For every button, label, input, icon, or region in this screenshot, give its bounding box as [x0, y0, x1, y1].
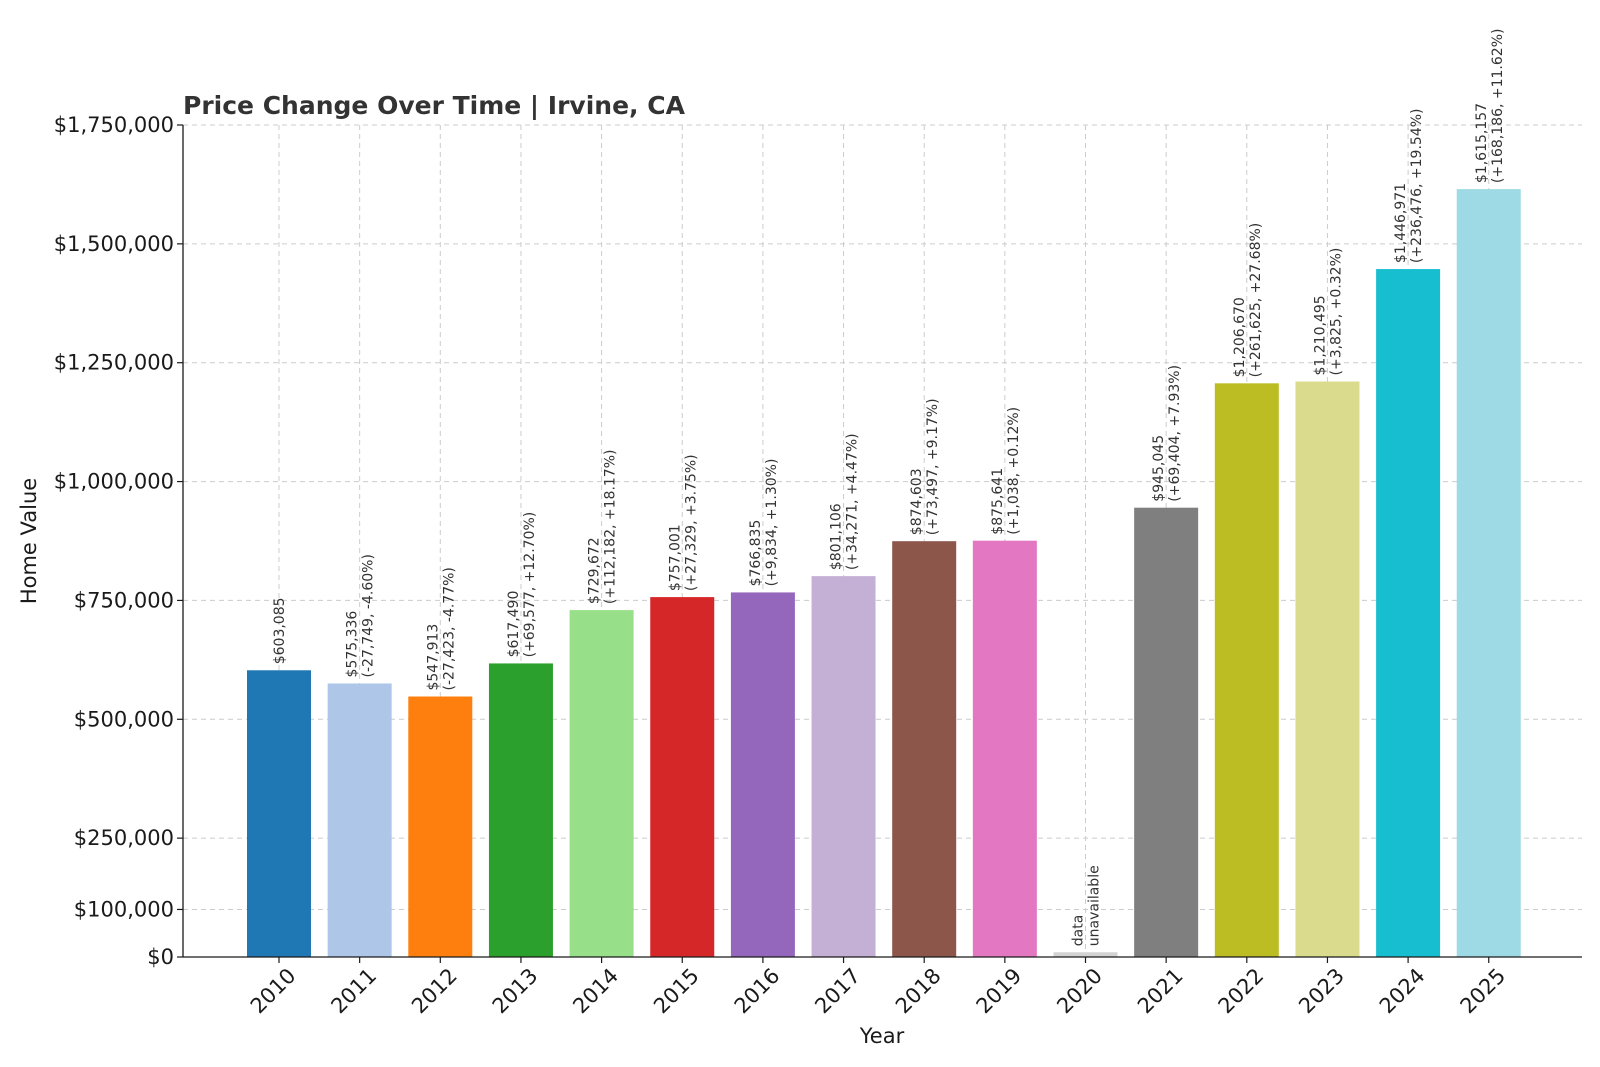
- x-tick-label: 2011: [326, 964, 381, 1019]
- y-tick-label: $1,250,000: [54, 351, 174, 375]
- bar-label-2025: (+168,186, +11.62%): [1490, 29, 1506, 184]
- y-tick-label: $250,000: [74, 826, 174, 850]
- bar-2021: [1134, 507, 1199, 957]
- bar-2014: [569, 610, 634, 957]
- bar-2020: [1053, 952, 1118, 957]
- bar-label-2019: (+1,038, +0.12%): [1006, 407, 1022, 535]
- bar-2018: [892, 541, 957, 957]
- bar-label-2020: data: [1071, 915, 1087, 947]
- bar-label-2025: $1,615,157: [1474, 103, 1490, 183]
- x-tick-label: 2010: [246, 964, 301, 1019]
- x-tick-label: 2013: [488, 964, 543, 1019]
- bar-label-2024: $1,446,971: [1393, 183, 1409, 263]
- grid-lines: [183, 124, 1582, 957]
- x-tick-label: 2019: [972, 964, 1027, 1019]
- bar-label-2013: $617,490: [506, 591, 522, 658]
- bar-2024: [1376, 269, 1441, 958]
- bar-2012: [408, 696, 473, 957]
- bar-label-2016: (+9,834, +1.30%): [764, 459, 780, 587]
- y-axis-label: Home Value: [17, 478, 41, 604]
- x-tick-label: 2024: [1375, 964, 1430, 1019]
- y-tick-label: $0: [147, 945, 174, 969]
- axes: [182, 125, 1582, 958]
- bar-label-2020: unavailable: [1087, 865, 1103, 946]
- bar-label-2017: (+34,271, +4.47%): [845, 433, 861, 570]
- bar-label-2014: (+112,182, +18.17%): [603, 450, 619, 605]
- x-tick-label: 2015: [649, 964, 704, 1019]
- x-tick-label: 2018: [891, 964, 946, 1019]
- x-tick-label: 2021: [1133, 964, 1188, 1019]
- y-tick-label: $500,000: [74, 707, 174, 731]
- bar-label-2018: $874,603: [909, 468, 925, 535]
- y-tick-label: $1,000,000: [54, 470, 174, 494]
- y-tick-label: $100,000: [74, 897, 174, 921]
- bar-label-2017: $801,106: [829, 503, 845, 570]
- bar-label-2015: $757,001: [667, 524, 683, 591]
- x-tick-label: 2017: [810, 964, 865, 1019]
- bar-label-2022: (+261,625, +27.68%): [1248, 223, 1264, 378]
- bar-label-2024: (+236,476, +19.54%): [1409, 109, 1425, 264]
- bar-value-labels: $603,085 $575,336 (-27,749, -4.60%) $547,91…: [272, 29, 1506, 947]
- bar-2016: [730, 592, 795, 957]
- bar-label-2011: (-27,749, -4.60%): [361, 554, 377, 677]
- bar-label-2018: (+73,497, +9.17%): [925, 398, 941, 535]
- bar-2017: [811, 576, 876, 957]
- bars: [247, 189, 1521, 958]
- bar-2019: [972, 540, 1037, 957]
- bar-label-2021: $945,045: [1151, 435, 1167, 502]
- x-tick-label: 2022: [1214, 964, 1269, 1019]
- bar-label-2011: $575,336: [345, 611, 361, 678]
- bar-2025: [1456, 189, 1521, 957]
- y-tick-label: $750,000: [74, 588, 174, 612]
- bar-2013: [488, 663, 553, 957]
- bar-2023: [1295, 381, 1360, 957]
- bar-label-2023: $1,210,495: [1312, 295, 1328, 375]
- bar-label-2022: $1,206,670: [1232, 297, 1248, 377]
- chart-title: Price Change Over Time | Irvine, CA: [183, 91, 686, 120]
- x-tick-label: 2025: [1456, 964, 1511, 1019]
- bar-label-2015: (+27,329, +3.75%): [683, 454, 699, 591]
- bar-2010: [247, 670, 311, 957]
- bar-label-2012: (-27,423, -4.77%): [441, 567, 457, 690]
- bar-2015: [650, 597, 715, 957]
- x-tick-label: 2016: [730, 964, 785, 1019]
- bar-label-2012: $547,913: [425, 624, 441, 691]
- x-tick-label: 2012: [407, 964, 462, 1019]
- bar-label-2010: $603,085: [272, 597, 288, 664]
- x-tick-labels: 2010 2011 2012 2013 2014 2015 2016 2017 2018 2019…: [246, 957, 1511, 1019]
- y-tick-label: $1,750,000: [54, 113, 174, 137]
- bar-2011: [327, 683, 392, 957]
- y-tick-labels: $0 $100,000 $250,000 $500,000 $750,000 $1,000…: [54, 113, 183, 969]
- bar-2022: [1214, 383, 1279, 958]
- bar-label-2016: $766,835: [748, 520, 764, 587]
- x-tick-label: 2023: [1294, 964, 1349, 1019]
- bar-label-2023: (+3,825, +0.32%): [1328, 248, 1344, 376]
- y-tick-label: $1,500,000: [54, 232, 174, 256]
- bar-label-2019: $875,641: [990, 468, 1006, 535]
- bar-label-2021: (+69,404, +7.93%): [1167, 365, 1183, 502]
- x-axis-label: Year: [859, 1024, 905, 1048]
- bar-label-2013: (+69,577, +12.70%): [522, 512, 538, 658]
- x-tick-label: 2014: [568, 964, 623, 1019]
- x-tick-label: 2020: [1052, 964, 1107, 1019]
- bar-label-2014: $729,672: [587, 537, 603, 604]
